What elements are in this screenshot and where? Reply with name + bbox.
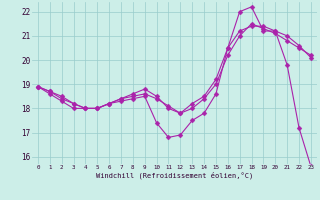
X-axis label: Windchill (Refroidissement éolien,°C): Windchill (Refroidissement éolien,°C) bbox=[96, 172, 253, 179]
